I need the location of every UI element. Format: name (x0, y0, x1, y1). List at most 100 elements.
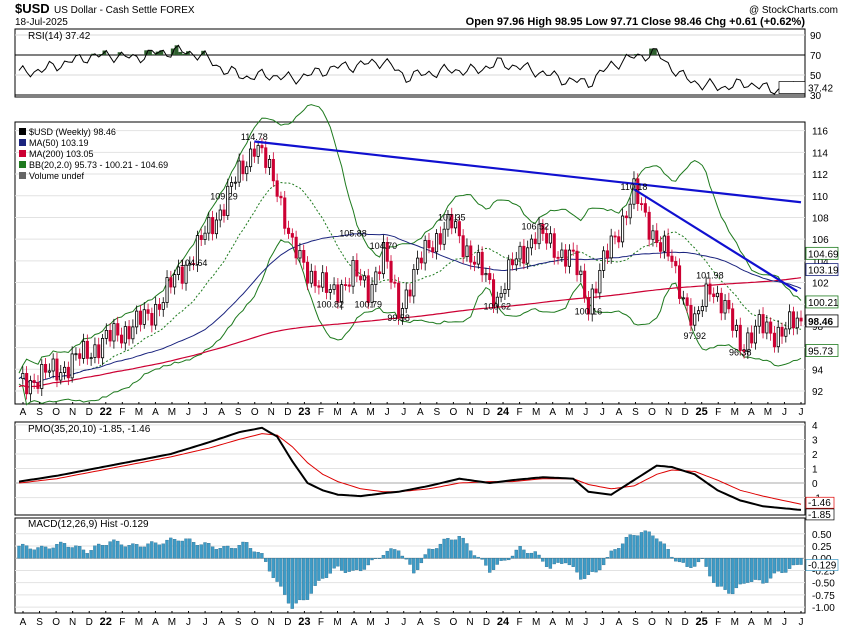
macd-hist-bar (153, 542, 158, 559)
candle-body (135, 310, 139, 328)
candle-body (548, 233, 552, 244)
x-tick-label: F (318, 407, 324, 418)
legend-swatch (19, 150, 26, 157)
macd-hist-bar (624, 537, 629, 559)
macd-hist-bar (271, 558, 275, 578)
candle-body (97, 344, 101, 359)
x-tick-label: A (417, 407, 424, 418)
x-tick-label: A (218, 407, 225, 418)
macd-hist-bar (658, 541, 663, 559)
price-annotation: 104.70 (370, 241, 398, 251)
macd-hist-bar (294, 558, 298, 604)
candle-body (241, 160, 245, 175)
macd-hist-bar (283, 558, 287, 595)
macd-x-tick-label: D (284, 617, 291, 628)
rsi-legend: RSI(14) 37.42 (28, 31, 91, 42)
candle-body (640, 203, 644, 206)
macd-hist-bar (248, 548, 253, 559)
macd-hist-bar (252, 551, 256, 559)
macd-axis: 0.500.250.00-0.25-0.50-0.75-1.00 (812, 530, 835, 614)
macd-hist-bar (632, 535, 636, 559)
candle-body (298, 249, 302, 259)
macd-last-label: -0.129 (808, 561, 837, 572)
x-tick-label: O (251, 407, 259, 418)
candle-body (161, 302, 165, 310)
candle-body (419, 257, 423, 264)
pmo-tick-label: 3 (812, 435, 818, 446)
legend-swatch (19, 128, 26, 135)
macd-hist-bar (423, 554, 427, 559)
candle-body (480, 251, 484, 276)
candle-body (55, 358, 59, 381)
x-tick-label: J (401, 407, 406, 418)
candle-body (317, 285, 321, 288)
macd-hist-bar (674, 558, 678, 562)
trendlines (254, 140, 802, 293)
candle-body (290, 233, 294, 238)
price-annotation: 100.79 (354, 300, 382, 310)
macd-x-tick-label: O (449, 617, 457, 628)
x-tick-label: S (235, 407, 242, 418)
macd-hist-bar (127, 545, 131, 559)
candle-body (518, 245, 522, 260)
chart-date: 18-Jul-2025 (15, 17, 68, 28)
x-tick-label: M (168, 407, 176, 418)
candle-body (404, 289, 408, 309)
candle-body (727, 299, 731, 310)
macd-hist-bar (742, 558, 746, 584)
macd-hist-bar (267, 558, 272, 572)
candle-body (499, 292, 503, 298)
macd-x-tick-label: M (731, 617, 739, 628)
x-tick-label: S (433, 407, 440, 418)
candle-body (788, 311, 792, 330)
candle-body (74, 353, 78, 356)
candle-body (207, 216, 211, 234)
macd-hist-bar (544, 558, 549, 567)
macd-x-tick-label: O (251, 617, 259, 628)
price-annotation: 100.62 (484, 301, 512, 311)
macd-hist-bar (499, 558, 503, 561)
macd-x-tick-label: M (135, 617, 143, 628)
rsi-overbought-fill (174, 45, 179, 56)
macd-x-tick-label: M (532, 617, 540, 628)
x-tick-label: A (748, 407, 755, 418)
candle-body (769, 321, 773, 334)
candle-body (347, 284, 351, 287)
macd-hist-bar (461, 537, 465, 559)
x-tick-label: 22 (100, 406, 112, 418)
macd-x-tick-label: N (665, 617, 672, 628)
macd-x-tick-label: 24 (497, 616, 510, 628)
macd-hist-bar (594, 558, 598, 573)
macd-hist-bar (761, 558, 765, 584)
trendline (633, 188, 798, 293)
macd-hist-bar (305, 558, 310, 600)
macd-hist-bar (146, 543, 150, 559)
macd-hist-bar (119, 544, 124, 559)
price-annotation: 97.92 (683, 331, 706, 341)
candle-body (423, 239, 427, 264)
candle-body (362, 275, 366, 281)
macd-hist-bar (347, 558, 351, 572)
candle-body (275, 180, 279, 197)
macd-x-tick-label: J (203, 617, 208, 628)
candle-body (32, 380, 36, 383)
candle-body (757, 314, 761, 327)
candle-body (476, 251, 480, 265)
candle-body (332, 284, 336, 290)
macd-hist-bar (791, 558, 796, 566)
candle-body (36, 382, 40, 389)
candle-body (491, 279, 496, 307)
candle-body (643, 203, 647, 213)
price-last-label: 95.73 (808, 347, 833, 358)
macd-x-tick-label: O (52, 617, 60, 628)
macd-hist-bar (484, 558, 488, 566)
macd-hist-bar (510, 555, 515, 559)
candle-body (260, 145, 264, 149)
macd-hist-bar (677, 558, 682, 563)
macd-hist-bar (358, 558, 363, 572)
x-tick-label: M (731, 407, 739, 418)
macd-hist-bar (66, 546, 70, 559)
macd-tick-label: -1.00 (812, 603, 835, 614)
macd-hist-bar (362, 558, 367, 570)
